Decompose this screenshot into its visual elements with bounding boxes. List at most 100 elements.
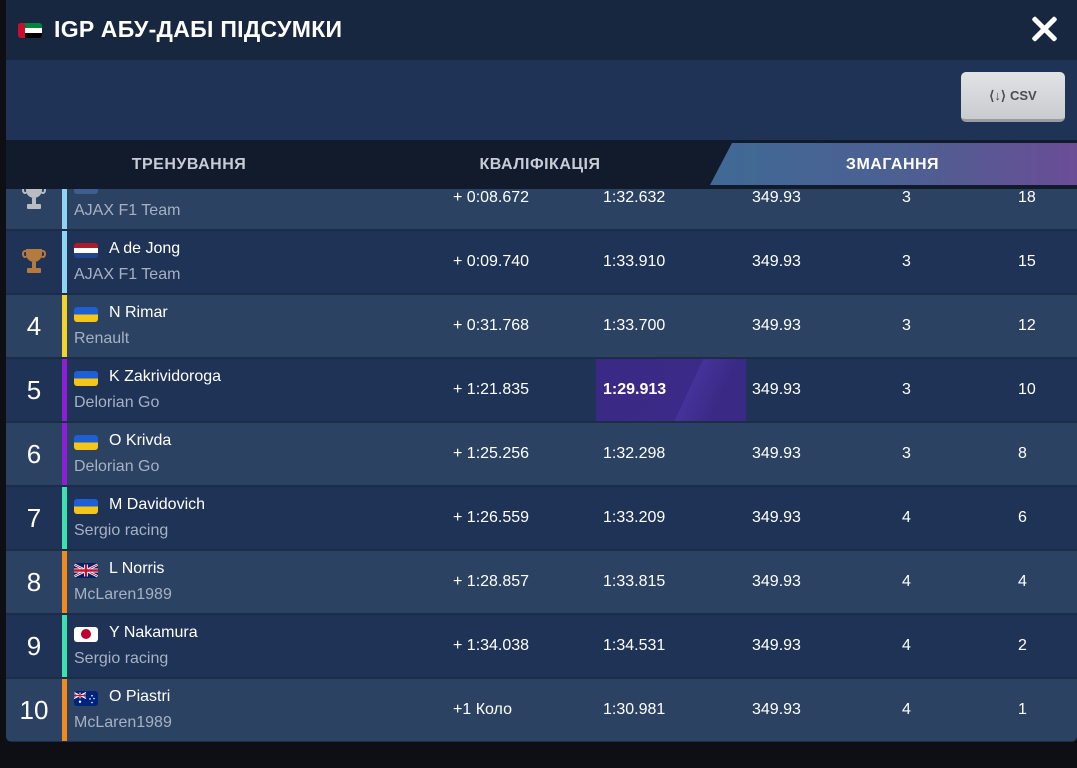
table-row[interactable]: 4 N Rimar Renault + 0:31.768 1:33.700 34…	[6, 295, 1077, 357]
csv-export-button[interactable]: ⟨↓⟩ CSV	[961, 72, 1065, 122]
best-lap-cell: 1:33.209	[603, 509, 666, 526]
points-cell: 15	[1018, 253, 1036, 270]
best-lap-cell: 1:32.632	[603, 189, 666, 206]
table-row[interactable]: 9 Y Nakamura Sergio racing + 1:34.038 1:…	[6, 615, 1077, 677]
pit-stops-cell: 3	[902, 189, 911, 206]
gap-cell: + 1:21.835	[453, 381, 530, 398]
top-speed-cell: 349.93	[752, 445, 801, 462]
driver-name: A de Jong	[109, 240, 181, 257]
driver-name: K Zakrividoroga	[109, 368, 222, 385]
team-name: Renault	[74, 330, 130, 347]
position-cell: 6	[26, 438, 42, 469]
table-row[interactable]: 6 O Krivda Delorian Go + 1:25.256 1:32.2…	[6, 423, 1077, 485]
uae-flag-icon	[18, 23, 42, 38]
tab-practice[interactable]: ТРЕНУВАННЯ	[131, 155, 247, 173]
table-row[interactable]: L Van der Zanden AJAX F1 Team + 0:08.672…	[6, 189, 1077, 229]
points-cell: 18	[1018, 189, 1036, 206]
pit-stops-cell: 3	[902, 253, 911, 270]
toolbar: ⟨↓⟩ CSV	[6, 60, 1077, 140]
pit-stops-cell: 3	[902, 317, 911, 334]
pit-stops-cell: 4	[902, 701, 911, 718]
position-cell: 5	[26, 374, 42, 405]
team-color-bar	[62, 615, 67, 677]
team-color-bar	[62, 295, 67, 357]
table-row[interactable]: 7 M Davidovich Sergio racing + 1:26.559 …	[6, 487, 1077, 549]
driver-name: Y Nakamura	[109, 624, 198, 641]
ukraine-flag-icon	[74, 371, 98, 386]
best-lap-cell: 1:32.298	[603, 445, 666, 462]
team-name: AJAX F1 Team	[74, 266, 181, 283]
team-name: Sergio racing	[74, 650, 169, 667]
driver-name: L Norris	[109, 560, 165, 577]
netherlands-flag-icon	[74, 243, 98, 258]
team-name: McLaren1989	[74, 714, 172, 731]
active-tab-highlight	[710, 143, 1077, 185]
best-lap-cell: 1:33.700	[603, 317, 666, 334]
position-cell: 8	[26, 566, 42, 597]
gap-cell: + 1:26.559	[453, 509, 530, 526]
driver-name: L Van der Zanden	[109, 189, 235, 194]
top-speed-cell: 349.93	[752, 317, 801, 334]
team-name: Sergio racing	[74, 522, 169, 539]
table-row[interactable]: 10 O Piastri McLaren1989 +1 Коло 1:30.98…	[6, 679, 1077, 741]
points-cell: 6	[1018, 509, 1027, 526]
tab-qualifying[interactable]: КВАЛІФІКАЦІЯ	[479, 155, 601, 173]
ukraine-flag-icon	[74, 435, 98, 450]
uk-flag-icon	[74, 563, 98, 578]
team-name: Delorian Go	[74, 394, 160, 411]
gap-cell: +1 Коло	[453, 701, 512, 718]
table-row[interactable]: A de Jong AJAX F1 Team + 0:09.740 1:33.9…	[6, 231, 1077, 293]
top-speed-cell: 349.93	[752, 701, 801, 718]
position-cell: 4	[26, 310, 42, 341]
close-button[interactable]	[1029, 14, 1059, 44]
best-lap-cell: 1:34.531	[603, 637, 666, 654]
pit-stops-cell: 4	[902, 573, 911, 590]
position-cell: 10	[19, 694, 49, 725]
best-lap-cell: 1:33.910	[603, 253, 666, 270]
ukraine-flag-icon	[74, 307, 98, 322]
points-cell: 2	[1018, 637, 1027, 654]
japan-flag-icon	[74, 627, 98, 642]
pit-stops-cell: 4	[902, 509, 911, 526]
position-cell: 9	[26, 630, 42, 661]
gap-cell: + 0:09.740	[453, 253, 530, 270]
results-table[interactable]: L Van der Zanden AJAX F1 Team + 0:08.672…	[6, 189, 1077, 742]
best-lap-cell: 1:29.913	[603, 381, 667, 398]
driver-name: N Rimar	[109, 304, 168, 321]
driver-name: O Piastri	[109, 688, 171, 705]
gap-cell: + 1:34.038	[453, 637, 530, 654]
download-icon: ⟨↓⟩	[989, 87, 1006, 103]
points-cell: 12	[1018, 317, 1036, 334]
team-color-bar	[62, 679, 67, 741]
top-speed-cell: 349.93	[752, 637, 801, 654]
team-color-bar	[62, 231, 67, 293]
gap-cell: + 1:28.857	[453, 573, 530, 590]
best-lap-cell: 1:33.815	[603, 573, 666, 590]
top-speed-cell: 349.93	[752, 573, 801, 590]
team-name: AJAX F1 Team	[74, 202, 181, 219]
driver-name: O Krivda	[109, 432, 172, 449]
team-color-bar	[62, 551, 67, 613]
bronze-trophy-icon	[22, 249, 46, 275]
team-color-bar	[62, 423, 67, 485]
table-row[interactable]: 5 K Zakrividoroga Delorian Go + 1:21.835…	[6, 359, 1077, 421]
position-cell	[6, 189, 62, 229]
gap-cell: + 1:25.256	[453, 445, 530, 462]
modal-header: IGP АБУ-ДАБІ ПІДСУМКИ	[6, 0, 1077, 60]
table-row[interactable]: 8 L Norris McLaren1989 + 1:28.857 1:33.8…	[6, 551, 1077, 613]
best-lap-cell: 1:30.981	[603, 701, 666, 718]
team-name: Delorian Go	[74, 458, 160, 475]
points-cell: 10	[1018, 381, 1036, 398]
pit-stops-cell: 4	[902, 637, 911, 654]
tab-race[interactable]: ЗМАГАННЯ	[845, 155, 940, 173]
ukraine-flag-icon	[74, 499, 98, 514]
points-cell: 8	[1018, 445, 1027, 462]
fastest-lap-highlight	[596, 359, 746, 421]
page-title: IGP АБУ-ДАБІ ПІДСУМКИ	[54, 16, 343, 42]
top-speed-cell: 349.93	[752, 253, 801, 270]
session-tabs: ТРЕНУВАННЯ КВАЛІФІКАЦІЯ ЗМАГАННЯ	[6, 140, 1077, 189]
position-cell	[6, 231, 62, 293]
results-modal: IGP АБУ-ДАБІ ПІДСУМКИ ⟨↓⟩ CSV ТРЕНУВАННЯ…	[6, 0, 1077, 742]
gap-cell: + 0:08.672	[453, 189, 530, 206]
team-name: McLaren1989	[74, 586, 172, 603]
